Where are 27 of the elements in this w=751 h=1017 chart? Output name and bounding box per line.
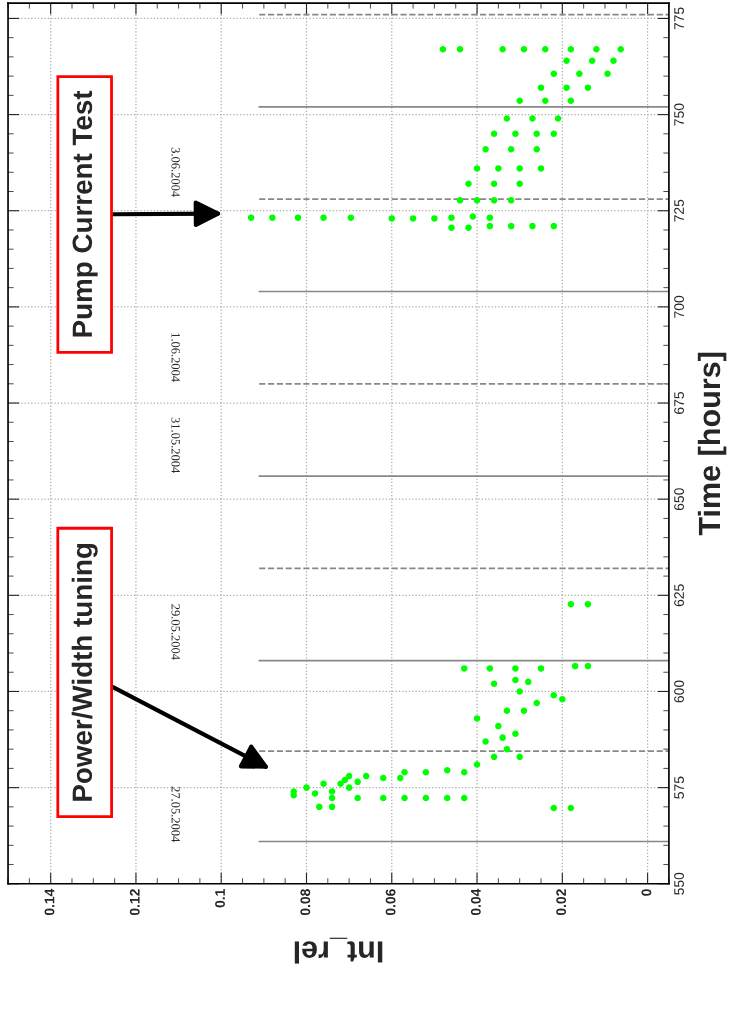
- x-tick-label: 0.04: [470, 888, 481, 916]
- x-axis-title: Int_rel: [294, 937, 383, 964]
- annotation: 27.05.2004: [171, 786, 180, 843]
- y-tick-label: 600: [674, 680, 684, 703]
- y-tick-label: 750: [674, 103, 684, 126]
- annotation: 29.05.2004: [171, 604, 180, 660]
- x-tick-label: 0.1: [215, 889, 225, 908]
- y-tick-label: 575: [674, 776, 684, 799]
- x-tick-label: 0.14: [44, 888, 55, 916]
- x-tick-label: 0.02: [556, 889, 567, 916]
- x-tick-label: 0.08: [300, 889, 311, 916]
- y-tick-label: 775: [674, 7, 684, 30]
- x-tick-label: 0: [641, 889, 652, 896]
- annotation: 31.05.2004: [171, 417, 180, 474]
- y-tick-label: 550: [674, 872, 684, 895]
- y-tick-label: 725: [674, 199, 684, 222]
- annotation: Power/Width tuning: [71, 544, 98, 801]
- annotation: 1.06.2004: [171, 333, 180, 382]
- y-tick-label: 700: [674, 295, 684, 318]
- annotation: 3.06.2004: [171, 147, 180, 197]
- annotation: Pump Current Test: [72, 90, 98, 337]
- x-tick-label: 0.06: [385, 889, 396, 916]
- y-tick-label: 650: [674, 488, 684, 511]
- y-tick-label: 675: [674, 392, 684, 414]
- y-tick-label: 625: [674, 584, 684, 607]
- x-tick-label: 0.12: [129, 889, 140, 916]
- y-axis-title: Time [hours]: [697, 352, 727, 536]
